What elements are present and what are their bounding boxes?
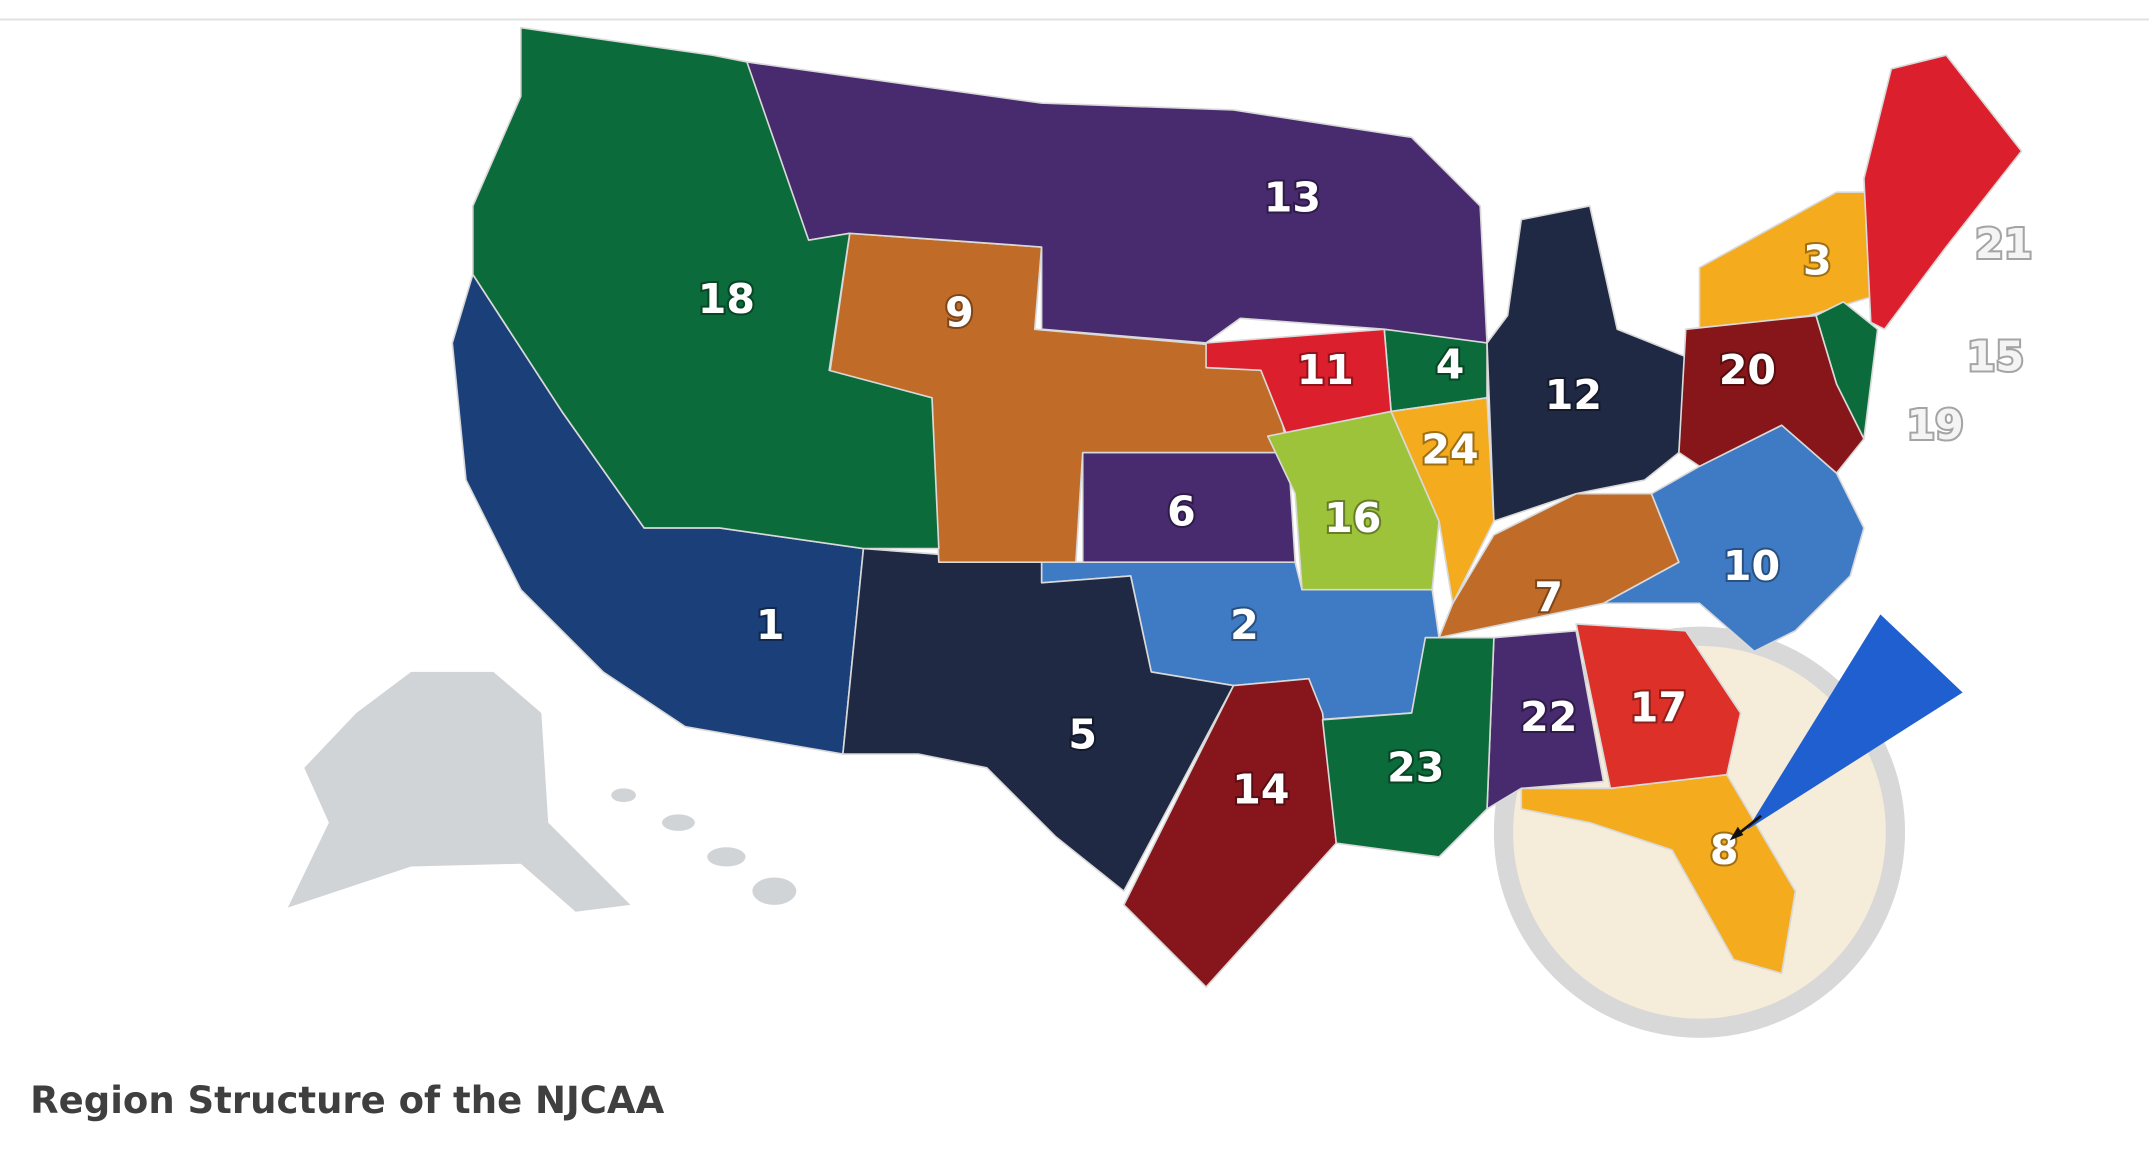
region-label: 1	[756, 601, 785, 649]
region-label: 11	[1297, 346, 1354, 394]
region-shape	[1390, 396, 1495, 605]
region-label: 24	[1421, 426, 1478, 474]
caption: Region Structure of the NJCAA	[30, 1079, 664, 1122]
pointer-arrowhead	[1729, 826, 1744, 841]
region-label: 14	[1232, 765, 1289, 813]
alaska	[287, 671, 631, 912]
region-label: 3	[1803, 236, 1832, 284]
region-shape	[1321, 636, 1495, 858]
region-label: 12	[1545, 371, 1602, 419]
region-label: 4	[1436, 341, 1465, 389]
region-shape	[1486, 205, 1687, 522]
region-shape	[1863, 54, 2023, 331]
region-label: 10	[1723, 542, 1780, 590]
region-shape	[842, 547, 1235, 892]
region-shape	[472, 26, 940, 550]
region-label: 13	[1264, 173, 1321, 221]
region-label: 21	[1975, 220, 2032, 268]
region-label: 16	[1324, 494, 1381, 542]
region-label: 18	[698, 275, 755, 323]
region-label: 9	[945, 289, 974, 337]
region-label: 2	[1230, 601, 1259, 649]
region-label: 15	[1967, 332, 2024, 380]
region-label: 19	[1907, 401, 1964, 449]
region-label: 23	[1387, 744, 1444, 792]
region-shape	[1575, 623, 1742, 790]
region-label: 17	[1630, 683, 1687, 731]
pointer-triangle	[1747, 614, 1963, 830]
region-label: 22	[1520, 693, 1577, 741]
region-label: 8	[1710, 826, 1739, 874]
hawaii	[611, 788, 797, 905]
region-label: 6	[1167, 487, 1196, 535]
region-label: 5	[1068, 711, 1097, 759]
us-map	[287, 26, 2023, 988]
region-shape	[1678, 314, 1865, 474]
region-label: 7	[1534, 574, 1563, 622]
region-label: 20	[1719, 346, 1776, 394]
